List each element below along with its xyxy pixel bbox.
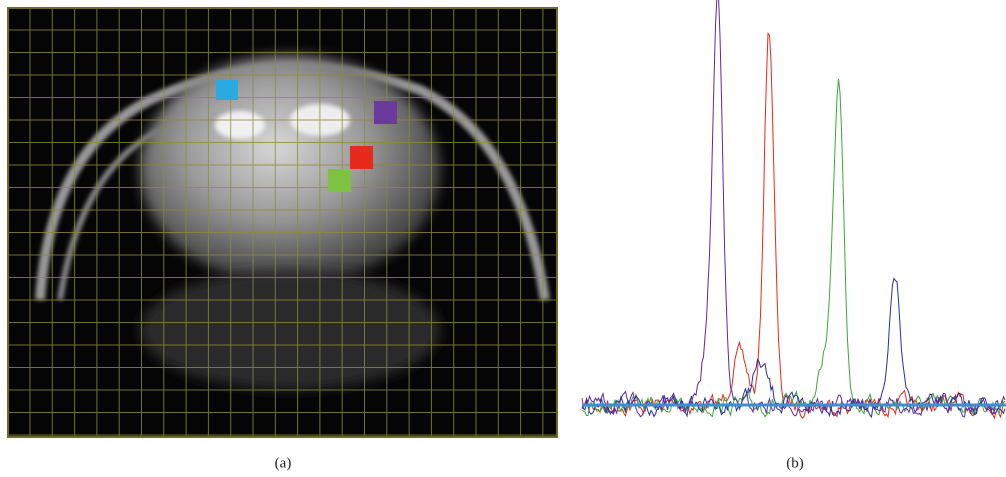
voxel-grid bbox=[8, 8, 557, 437]
spectrum-line bbox=[581, 277, 1006, 419]
caption: (b) bbox=[786, 455, 804, 471]
voxel-marker bbox=[216, 80, 238, 100]
spectrum-line bbox=[581, 32, 1006, 420]
spectrum-line bbox=[581, 78, 1006, 418]
mri-image bbox=[8, 8, 557, 437]
spectrum-line bbox=[581, 0, 1006, 418]
image-border bbox=[7, 7, 558, 438]
spectra bbox=[581, 0, 1006, 420]
voxel-marker bbox=[328, 169, 351, 192]
voxel-marker bbox=[374, 101, 397, 124]
caption: (a) bbox=[275, 455, 292, 471]
voxel-marker bbox=[350, 146, 373, 169]
